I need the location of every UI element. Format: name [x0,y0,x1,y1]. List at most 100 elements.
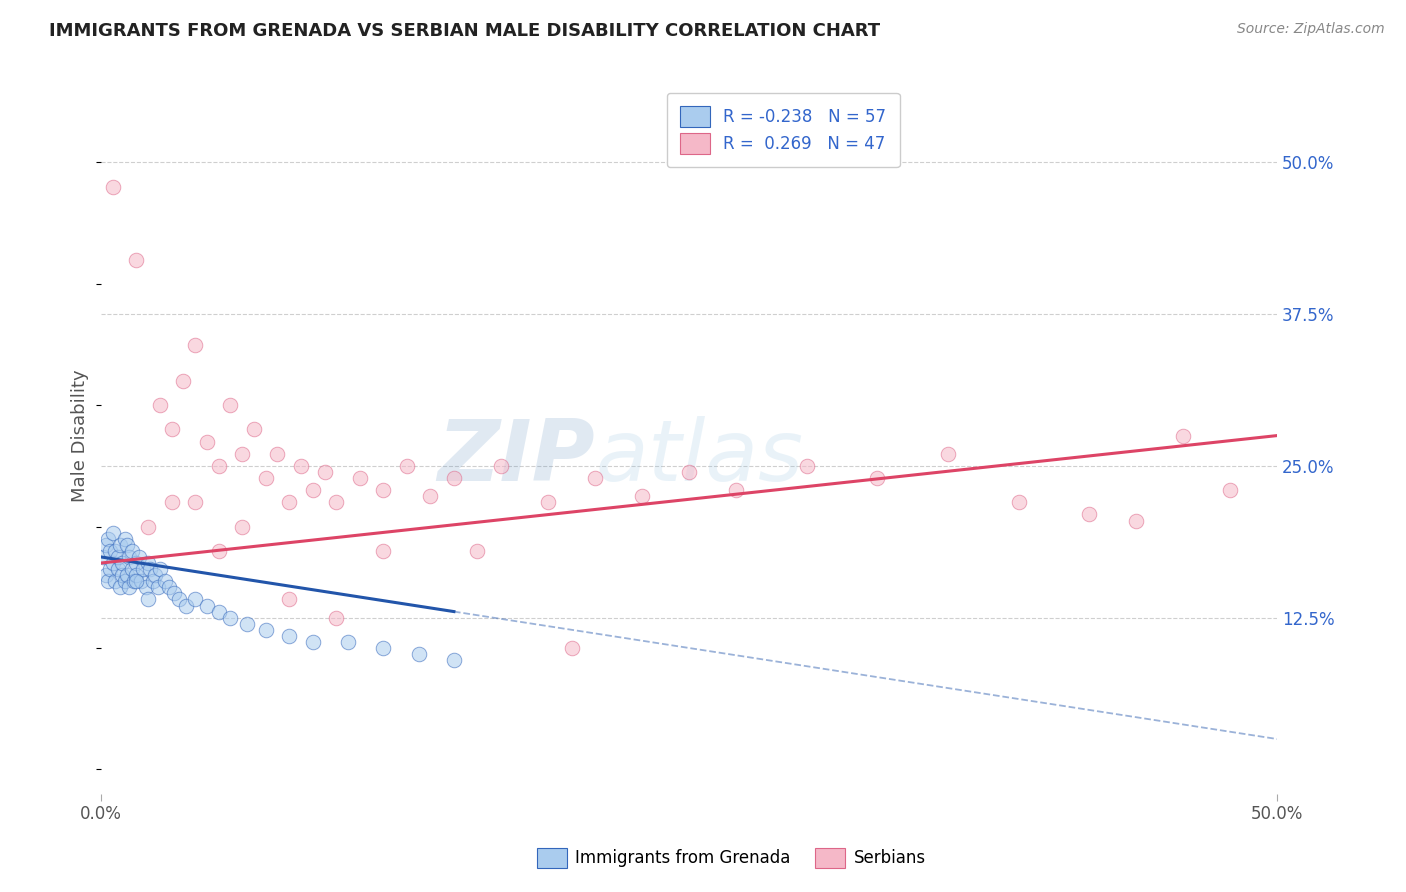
Point [101,525,124,540]
Point [111,556,134,570]
Point [101,556,124,570]
Point [118,549,141,564]
Point [97,532,120,546]
Point [184,337,207,351]
Point [132,562,155,576]
Point [1219,483,1241,498]
Point [443,471,465,485]
Point [395,458,418,473]
Point [167,592,190,607]
Point [136,519,159,533]
Point [583,471,606,485]
Point [142,574,165,589]
Point [125,574,148,589]
Point [1125,514,1147,528]
Point [796,458,818,473]
Point [136,556,159,570]
Point [278,495,301,509]
Point [94,538,117,552]
Text: IMMIGRANTS FROM GRENADA VS SERBIAN MALE DISABILITY CORRELATION CHART: IMMIGRANTS FROM GRENADA VS SERBIAN MALE … [49,22,880,40]
Point [314,465,336,479]
Point [537,495,560,509]
Point [325,495,347,509]
Point [219,610,242,624]
Point [254,623,277,637]
Point [219,398,242,412]
Point [231,519,253,533]
Legend: R = -0.238   N = 57, R =  0.269   N = 47: R = -0.238 N = 57, R = 0.269 N = 47 [666,93,900,167]
Point [160,495,183,509]
Point [725,483,748,498]
Point [107,562,129,576]
Point [172,374,194,388]
Point [149,398,172,412]
Point [278,629,301,643]
Legend: Immigrants from Grenada, Serbians: Immigrants from Grenada, Serbians [530,841,932,875]
Point [114,574,136,589]
Point [373,544,395,558]
Point [125,556,148,570]
Point [266,447,288,461]
Point [337,635,360,649]
Point [153,574,176,589]
Point [631,489,654,503]
Point [94,568,117,582]
Point [160,422,183,436]
Point [443,653,465,667]
Point [208,458,231,473]
Point [108,580,131,594]
Point [101,179,124,194]
Point [139,562,162,576]
Text: Source: ZipAtlas.com: Source: ZipAtlas.com [1237,22,1385,37]
Point [290,458,312,473]
Point [104,544,127,558]
Point [163,586,186,600]
Point [146,580,169,594]
Text: atlas: atlas [595,416,803,499]
Point [678,465,700,479]
Point [195,434,218,449]
Point [419,489,441,503]
Point [100,544,122,558]
Point [866,471,889,485]
Point [184,592,207,607]
Point [100,562,122,576]
Point [108,538,131,552]
Point [301,483,323,498]
Point [208,544,231,558]
Point [125,568,148,582]
Point [97,574,120,589]
Point [114,532,136,546]
Point [184,495,207,509]
Point [104,574,127,589]
Point [236,616,259,631]
Point [125,252,148,267]
Point [1078,508,1101,522]
Point [1007,495,1029,509]
Point [121,544,143,558]
Point [195,599,218,613]
Point [301,635,323,649]
Point [121,562,143,576]
Point [135,580,157,594]
Point [118,580,141,594]
Point [111,568,134,582]
Point [373,640,395,655]
Point [136,592,159,607]
Point [243,422,266,436]
Point [157,580,180,594]
Point [115,568,138,582]
Point [373,483,395,498]
Point [115,538,138,552]
Point [560,640,582,655]
Point [349,471,371,485]
Point [489,458,512,473]
Point [1173,428,1195,442]
Point [122,574,145,589]
Point [408,647,430,661]
Point [143,568,166,582]
Text: ZIP: ZIP [437,416,595,499]
Point [128,549,150,564]
Point [93,549,115,564]
Point [936,447,959,461]
